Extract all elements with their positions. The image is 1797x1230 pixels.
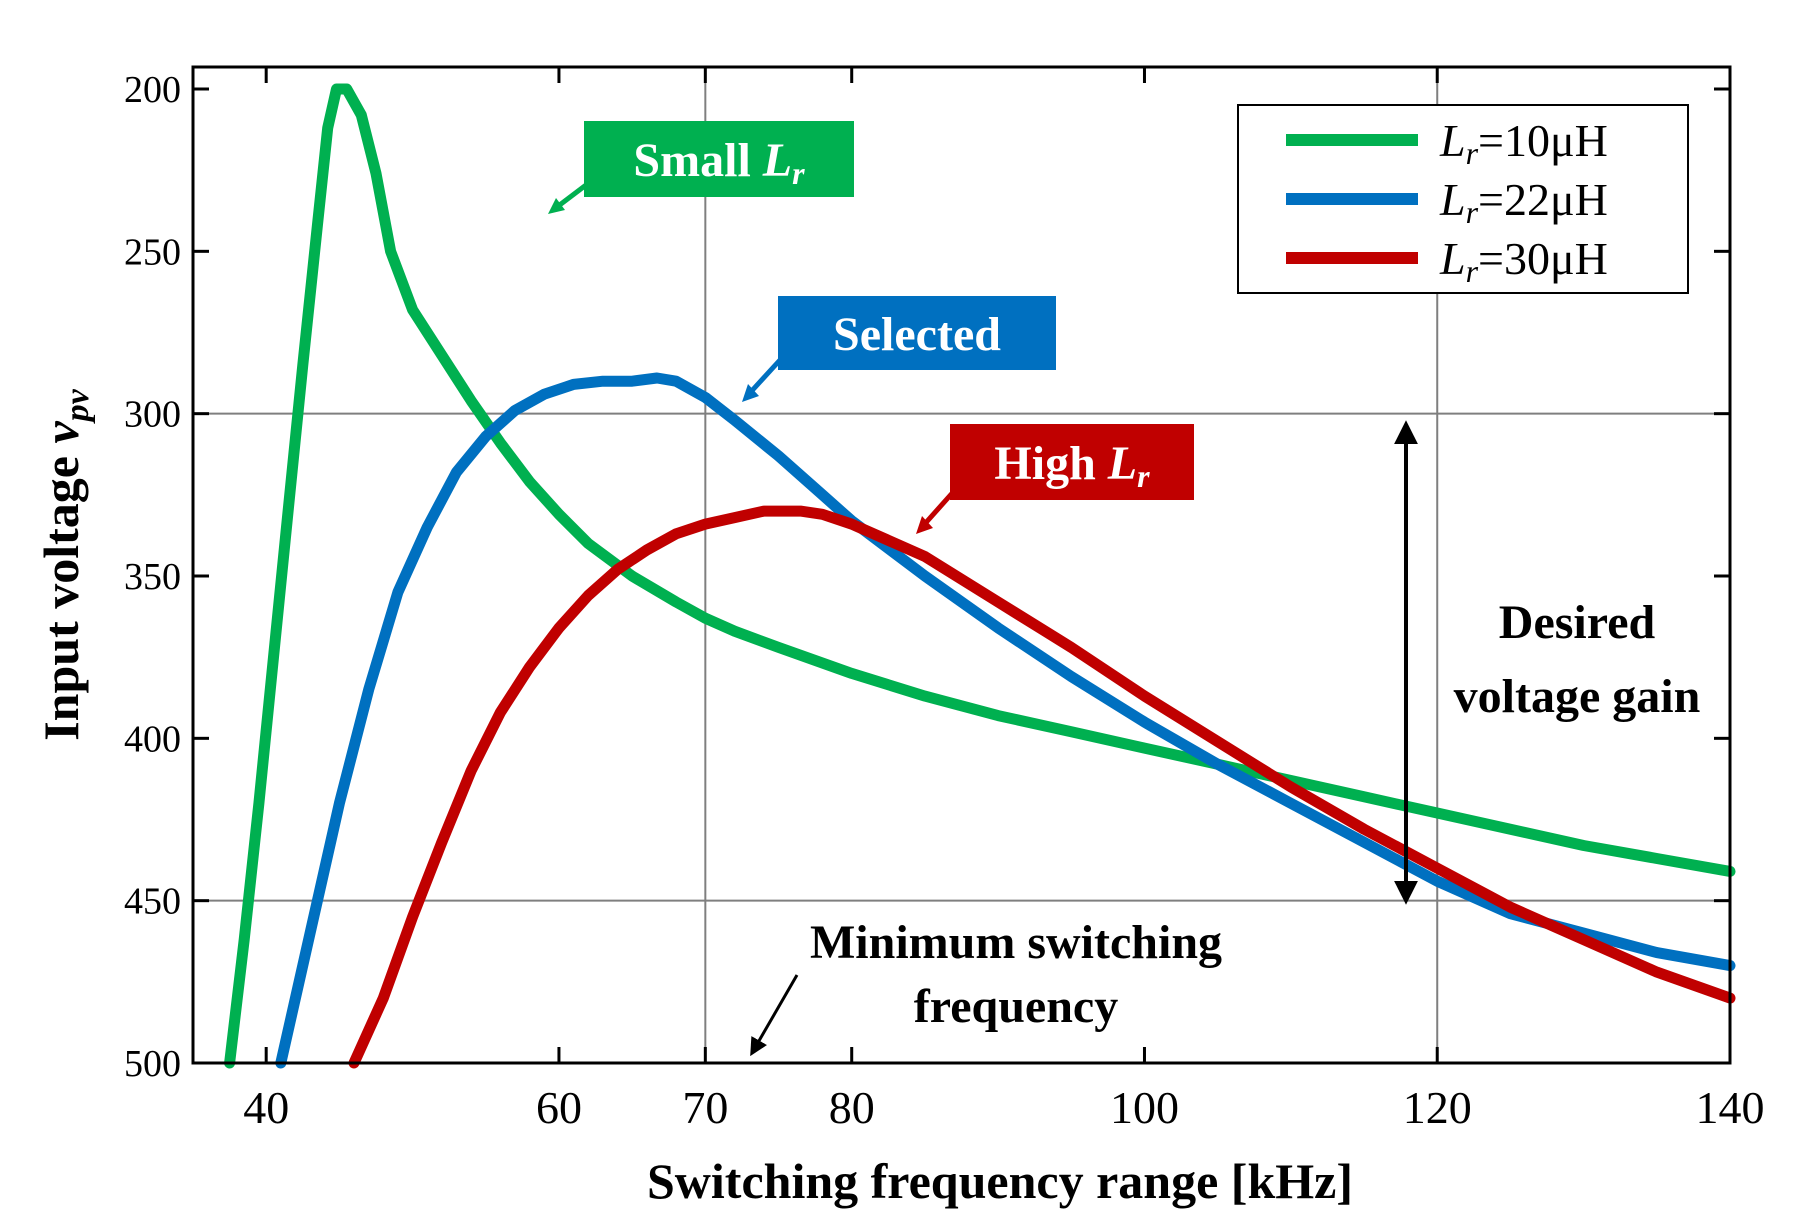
y-axis-title-text: Input voltage xyxy=(33,456,89,741)
series-group xyxy=(224,83,1736,1069)
annotation-selected: Selected xyxy=(742,296,1056,402)
series-line-1 xyxy=(275,372,1736,1069)
voltage-gain-line2: voltage gain xyxy=(1454,670,1701,723)
x-axis-title: Switching frequency range [kHz] xyxy=(647,1153,1353,1209)
x-tick-label-60: 60 xyxy=(536,1082,582,1133)
y-tick-label-200: 200 xyxy=(124,69,181,111)
y-tick-label-500: 500 xyxy=(124,1043,181,1085)
y-tick-label-400: 400 xyxy=(124,718,181,760)
legend-label-22uh: Lr=22μH xyxy=(1439,174,1608,230)
annotation-min-frequency: Minimum switching frequency xyxy=(750,916,1222,1057)
y-tick-label-300: 300 xyxy=(124,394,181,436)
x-tick-label-140: 140 xyxy=(1696,1082,1765,1133)
small-lr-tag-text: Small Lr xyxy=(633,134,805,191)
x-tick-label-80: 80 xyxy=(829,1082,875,1133)
selected-tag-text: Selected xyxy=(833,308,1001,361)
high-lr-arrow-line xyxy=(920,488,957,529)
series-line-2 xyxy=(348,505,1736,1069)
annotation-high-lr: High Lr xyxy=(916,424,1194,534)
y-tick-label-450: 450 xyxy=(124,881,181,923)
voltage-gain-line1: Desired xyxy=(1499,596,1656,649)
annotation-voltage-gain: Desired voltage gain xyxy=(1394,420,1701,905)
selected-tag-box xyxy=(778,296,1056,370)
high-lr-tag-box xyxy=(950,424,1194,500)
legend: Lr=10μH Lr=22μH Lr=30μH xyxy=(1237,104,1689,294)
x-tick-label-70: 70 xyxy=(682,1082,728,1133)
legend-label-10uh: Lr=10μH xyxy=(1439,115,1608,171)
small-lr-tag-box xyxy=(584,121,854,197)
x-tick-label-120: 120 xyxy=(1403,1082,1472,1133)
legend-label-30uh: Lr=30μH xyxy=(1439,233,1608,289)
axis-ticks: 200 250 300 350 400 450 500 40 60 70 80 100 120 140 xyxy=(124,67,1765,1133)
x-tick-label-100: 100 xyxy=(1110,1082,1179,1133)
min-frequency-arrow xyxy=(750,974,799,1057)
high-lr-tag-text: High Lr xyxy=(994,437,1150,494)
y-axis-title-var: v xyxy=(33,421,89,444)
min-frequency-line1: Minimum switching xyxy=(810,916,1222,969)
y-tick-label-250: 250 xyxy=(124,231,181,273)
small-lr-arrowhead xyxy=(548,198,565,214)
y-axis-title-sub: pv xyxy=(59,388,96,424)
selected-arrow-line xyxy=(746,358,782,397)
min-frequency-line2: frequency xyxy=(914,980,1118,1033)
y-axis-title: Input voltage vpv xyxy=(33,388,96,740)
selected-arrowhead xyxy=(742,384,759,402)
high-lr-arrowhead xyxy=(916,516,933,534)
x-tick-label-40: 40 xyxy=(243,1082,289,1133)
y-tick-label-350: 350 xyxy=(124,556,181,598)
annotation-small-lr: Small Lr xyxy=(548,121,854,214)
plot-frame xyxy=(191,65,1732,1065)
